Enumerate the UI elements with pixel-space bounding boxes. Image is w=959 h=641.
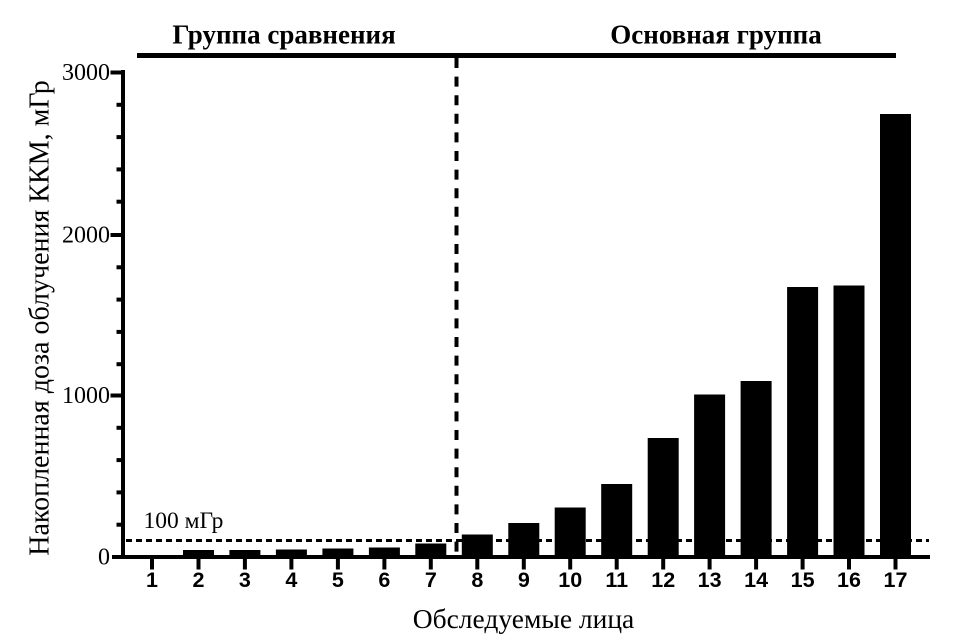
svg-text:10: 10	[558, 568, 582, 592]
svg-text:4: 4	[285, 568, 297, 592]
svg-text:1: 1	[146, 568, 158, 592]
svg-text:12: 12	[651, 568, 675, 592]
svg-text:Группа сравнения: Группа сравнения	[172, 20, 395, 50]
svg-text:9: 9	[518, 568, 530, 592]
svg-text:15: 15	[791, 568, 815, 592]
svg-text:3: 3	[239, 568, 251, 592]
svg-text:6: 6	[378, 568, 390, 592]
svg-text:3000: 3000	[62, 60, 110, 86]
svg-text:8: 8	[471, 568, 483, 592]
svg-text:16: 16	[837, 568, 861, 592]
svg-text:Обследуемые лица: Обследуемые лица	[413, 603, 635, 634]
svg-text:2: 2	[193, 568, 205, 592]
svg-text:0: 0	[98, 545, 110, 571]
svg-text:17: 17	[884, 568, 908, 592]
svg-text:13: 13	[698, 568, 722, 592]
svg-text:14: 14	[744, 568, 768, 592]
svg-text:7: 7	[425, 568, 437, 592]
svg-text:2000: 2000	[62, 223, 110, 249]
svg-text:5: 5	[332, 568, 344, 592]
svg-text:Основная группа: Основная группа	[610, 20, 822, 50]
svg-text:Накопленная доза облучения ККМ: Накопленная доза облучения ККМ, мГр	[25, 80, 56, 556]
svg-text:1000: 1000	[62, 383, 110, 409]
svg-text:11: 11	[605, 568, 628, 592]
svg-text:100 мГр: 100 мГр	[144, 508, 224, 534]
